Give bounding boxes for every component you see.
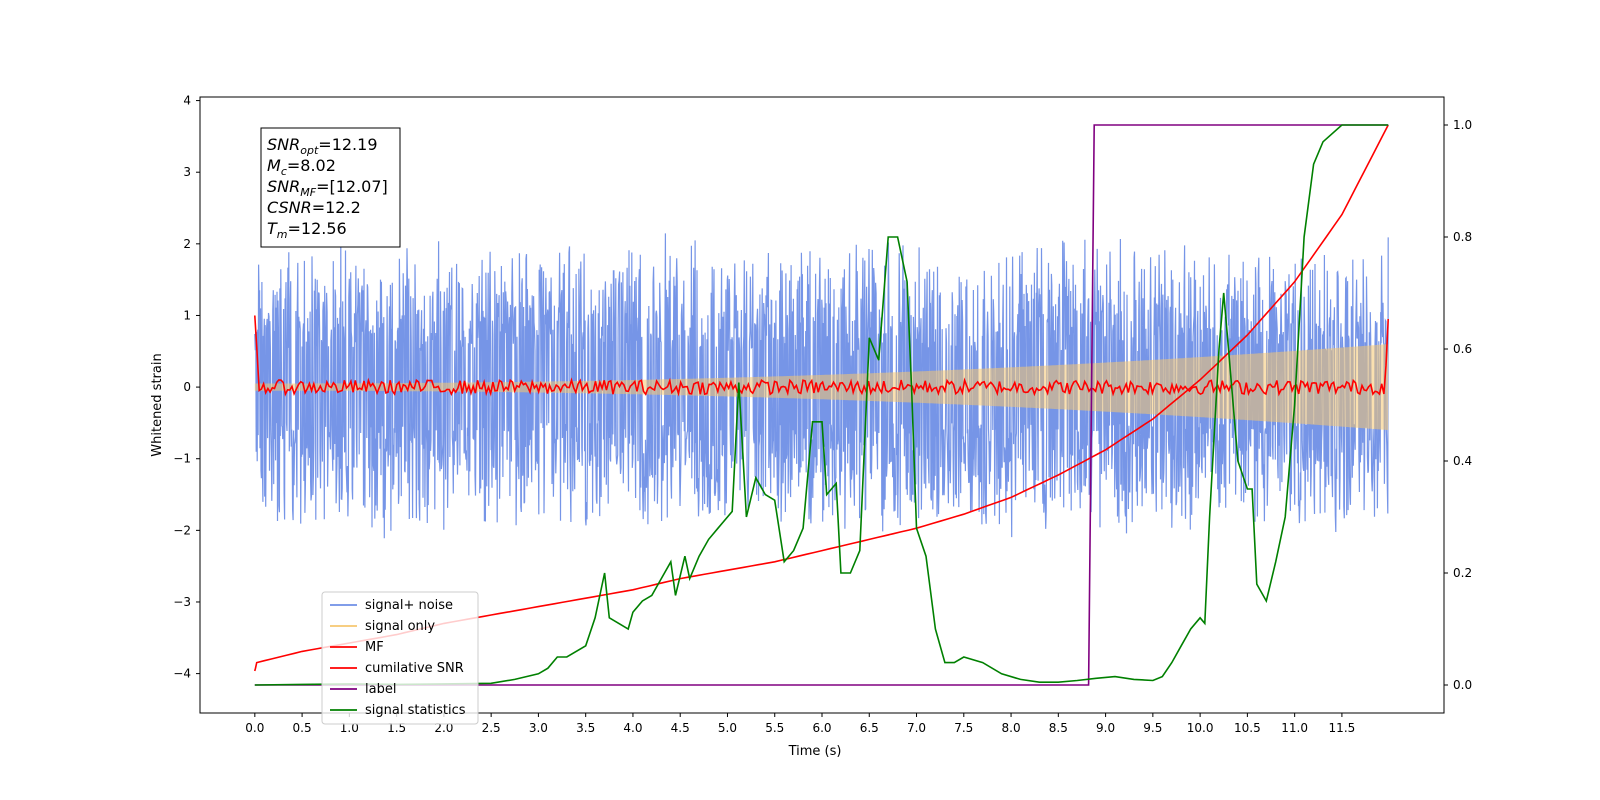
x-tick-label: 10.5 — [1234, 721, 1261, 735]
x-tick-label: 9.0 — [1096, 721, 1115, 735]
y-tick-label: 3 — [183, 165, 191, 179]
x-tick-label: 3.0 — [529, 721, 548, 735]
x-tick-label: 4.0 — [623, 721, 642, 735]
y2-tick-label: 0.0 — [1453, 678, 1472, 692]
legend-label: signal+ noise — [365, 598, 453, 613]
legend-label: MF — [365, 640, 384, 655]
info-box-frame — [260, 127, 401, 248]
x-tick-label: 2.5 — [482, 721, 501, 735]
x-tick-label: 6.5 — [860, 721, 879, 735]
x-tick-label: 8.0 — [1002, 721, 1021, 735]
y2-tick-label: 0.6 — [1453, 342, 1472, 356]
y2-tick-label: 0.4 — [1453, 454, 1472, 468]
axis-ticks: 0.0 0.5 1.0 1.5 2.0 2.5 3.0 3.5 4.0 4.5 5.0 5.5 6.0 6… — [173, 94, 1472, 735]
legend-label: signal statistics — [365, 703, 466, 718]
y2-tick-label: 0.8 — [1453, 230, 1472, 244]
x-tick-label: 9.5 — [1143, 721, 1162, 735]
x-tick-label: 5.0 — [718, 721, 737, 735]
x-tick-label: 5.5 — [765, 721, 784, 735]
x-tick-label: 6.0 — [812, 721, 831, 735]
x-tick-label: 7.5 — [954, 721, 973, 735]
x-axis-label: Time (s) — [788, 744, 842, 759]
series-mf — [254, 315, 1389, 397]
y-tick-label: −1 — [173, 452, 191, 466]
y-tick-label: −2 — [173, 523, 191, 537]
legend: signal+ noise signal only MF cumilative SNR… — [321, 591, 479, 725]
x-tick-label: 4.5 — [671, 721, 690, 735]
legend-frame — [321, 591, 479, 725]
info-box-line: Tm=12.56 — [267, 219, 347, 241]
info-box-line: Mc=8.02 — [267, 156, 336, 178]
x-tick-label: 11.5 — [1329, 721, 1356, 735]
info-box-line: SNRMF=[12.07] — [267, 177, 388, 199]
x-tick-label: 0.5 — [293, 721, 312, 735]
x-tick-label: 3.5 — [576, 721, 595, 735]
legend-label: signal only — [365, 619, 435, 634]
info-box: SNRopt=12.19Mc=8.02SNRMF=[12.07]CSNR=12.… — [260, 127, 401, 248]
legend-label: label — [365, 682, 396, 697]
y-tick-label: 0 — [183, 380, 191, 394]
y-axis-label: Whitened strain — [150, 353, 165, 456]
y-tick-label: −3 — [173, 595, 191, 609]
x-tick-label: 10.0 — [1187, 721, 1214, 735]
x-tick-label: 7.0 — [907, 721, 926, 735]
y-tick-label: −4 — [173, 667, 191, 681]
y-tick-label: 2 — [183, 237, 191, 251]
series-signal-only — [254, 344, 1389, 431]
info-box-line: CSNR=12.2 — [267, 198, 361, 217]
legend-label: cumilative SNR — [365, 661, 464, 676]
x-tick-label: 0.0 — [245, 721, 264, 735]
series-signal-statistics — [254, 124, 1389, 686]
x-tick-label: 11.0 — [1281, 721, 1308, 735]
x-tick-label: 8.5 — [1049, 721, 1068, 735]
y2-tick-label: 0.2 — [1453, 566, 1472, 580]
info-box-line: SNRopt=12.19 — [267, 135, 378, 157]
y2-tick-label: 1.0 — [1453, 118, 1472, 132]
y-tick-label: 1 — [183, 308, 191, 322]
series-label — [254, 124, 1389, 686]
y-tick-label: 4 — [183, 94, 191, 108]
